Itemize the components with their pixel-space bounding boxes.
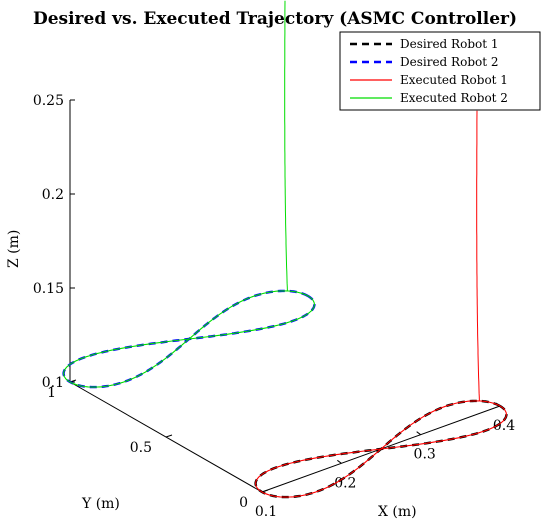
executed-approach-robot-2 bbox=[284, 0, 288, 292]
y-tick-label: 1 bbox=[47, 385, 56, 401]
z-tick-label: 0.2 bbox=[42, 187, 64, 203]
y-tick bbox=[165, 434, 173, 438]
legend: Desired Robot 1 Desired Robot 2 Executed R… bbox=[339, 31, 541, 111]
z-tick-label: 0.25 bbox=[33, 93, 64, 109]
x-tick-label: 0.3 bbox=[414, 447, 436, 463]
executed-approach-robot-1 bbox=[476, 110, 480, 402]
x-axis-label: X (m) bbox=[378, 504, 417, 520]
x-tick bbox=[416, 431, 421, 436]
legend-box bbox=[339, 31, 541, 111]
chart-title: Desired vs. Executed Trajectory (ASMC Co… bbox=[33, 9, 517, 29]
y-tick-label: 0.5 bbox=[130, 440, 152, 456]
axis-ticks: 0.10.20.30.400.510.10.150.20.25 bbox=[33, 93, 515, 520]
legend-label: Desired Robot 2 bbox=[400, 55, 499, 69]
legend-label: Desired Robot 1 bbox=[400, 37, 499, 51]
z-tick-label: 0.15 bbox=[33, 281, 64, 297]
legend-label: Executed Robot 2 bbox=[400, 91, 508, 105]
x-tick-label: 0.4 bbox=[493, 418, 515, 434]
executed-trajectory-robot-2 bbox=[63, 290, 315, 388]
x-tick-label: 0.1 bbox=[255, 504, 277, 520]
y-tick-label: 0 bbox=[239, 495, 248, 511]
z-axis-label: Z (m) bbox=[6, 230, 22, 268]
executed-trajectory-robot-1 bbox=[255, 400, 507, 498]
legend-label: Executed Robot 1 bbox=[400, 73, 508, 87]
y-axis-label: Y (m) bbox=[81, 496, 120, 512]
trajectory-traces bbox=[62, 0, 508, 499]
x-tick bbox=[337, 459, 342, 464]
z-tick-label: 0.1 bbox=[42, 375, 64, 391]
